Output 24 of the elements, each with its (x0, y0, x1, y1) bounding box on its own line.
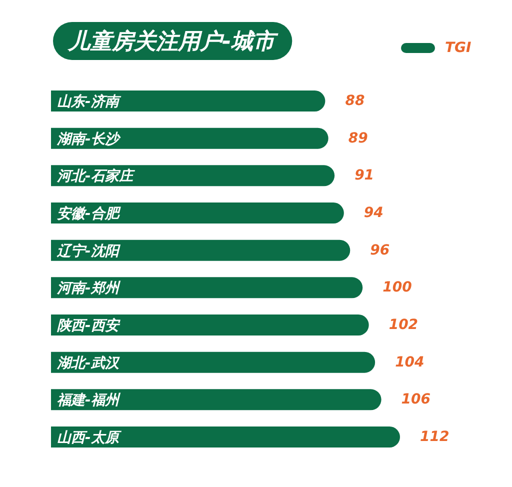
value-label: 112 (420, 429, 450, 445)
category-label: 陕西-西安 (57, 318, 119, 334)
value-label: 104 (395, 354, 424, 370)
category-label: 山西-太原 (57, 430, 119, 446)
value-label: 89 (348, 130, 368, 146)
category-label: 湖南-长沙 (57, 131, 119, 148)
value-label: 88 (345, 93, 365, 109)
value-label: 106 (401, 392, 431, 408)
category-label: 安徽-合肥 (57, 206, 119, 222)
value-label: 100 (382, 280, 412, 296)
category-label: 湖北-武汉 (57, 355, 119, 372)
category-label: 河北-石家庄 (57, 168, 133, 185)
category-label: 辽宁-沈阳 (57, 243, 119, 260)
value-label: 102 (388, 317, 418, 333)
legend-label: TGI (445, 40, 472, 56)
value-label: 94 (364, 205, 384, 221)
category-label: 山东-济南 (57, 94, 119, 110)
category-label: 河南-郑州 (57, 280, 119, 297)
category-label: 福建-福州 (57, 392, 119, 409)
title: 儿童房关注用户-城市 (53, 22, 292, 60)
chart-title: 儿童房关注用户-城市 (67, 28, 280, 54)
legend: TGI (401, 40, 472, 56)
value-label: 96 (370, 242, 390, 258)
value-label: 91 (354, 168, 374, 184)
